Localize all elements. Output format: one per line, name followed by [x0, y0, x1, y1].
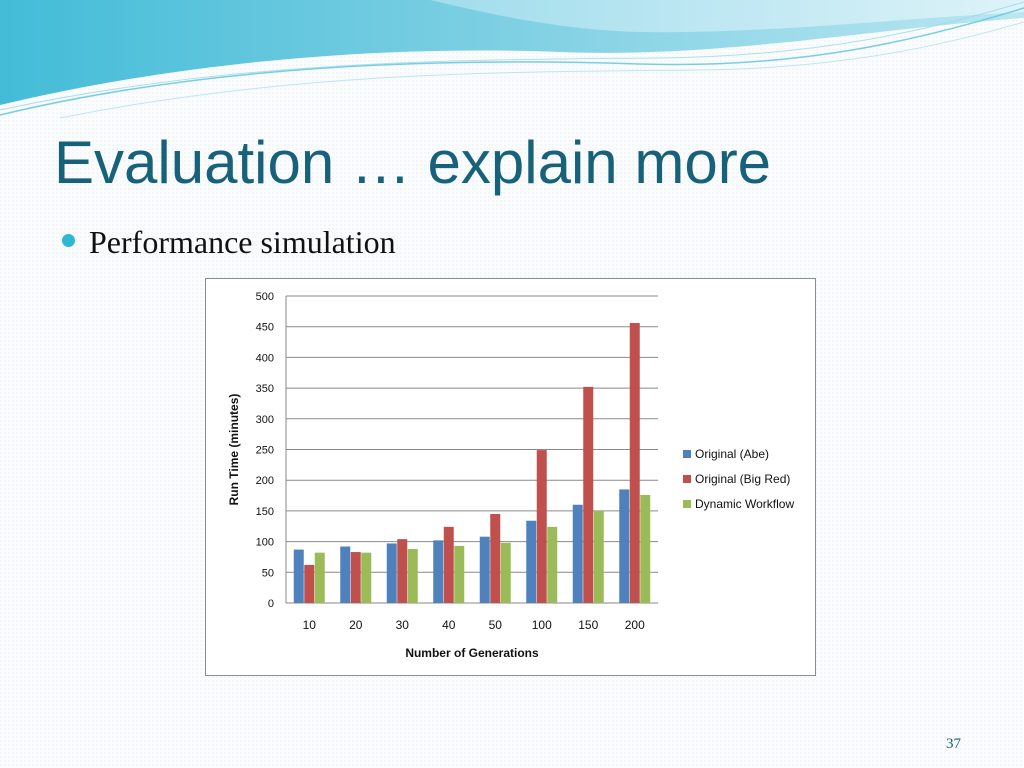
bar-original-abe-200: [619, 489, 630, 603]
bar-original-abe-30: [386, 543, 397, 603]
chart-frame: 0 50 100 150 200 250 300 350 400 450 500 10 20 30 40 50…: [205, 278, 816, 676]
bar-original-big-red-10: [304, 564, 315, 603]
bar-original-abe-40: [433, 540, 444, 603]
bar-original-big-red-100: [536, 450, 547, 603]
bullet-item: Performance simulation: [62, 224, 396, 261]
x-tick-label: 20: [349, 618, 363, 632]
x-tick-label: 50: [489, 618, 503, 632]
bar-original-abe-20: [340, 546, 351, 603]
bar-dynamic-workflow-20: [361, 552, 372, 603]
bar-dynamic-workflow-100: [547, 526, 558, 603]
legend-swatch: [683, 450, 691, 458]
y-tick-label: 50: [262, 567, 274, 579]
bar-original-big-red-150: [583, 386, 594, 603]
bar-original-abe-150: [572, 504, 583, 603]
bar-dynamic-workflow-200: [640, 494, 651, 603]
x-tick-label: 100: [532, 618, 552, 632]
y-tick-label: 250: [256, 445, 274, 457]
bar-original-big-red-30: [397, 539, 408, 603]
wave-banner: [0, 0, 1024, 119]
y-tick-label: 300: [256, 414, 274, 426]
x-tick-label: 150: [578, 618, 598, 632]
legend-swatch: [683, 500, 691, 508]
bar-dynamic-workflow-150: [593, 510, 604, 603]
x-tick-label: 40: [442, 618, 456, 632]
x-axis-title: Number of Generations: [405, 646, 539, 660]
bar-original-abe-10: [293, 549, 304, 603]
x-tick-label: 30: [396, 618, 410, 632]
y-tick-label: 450: [256, 322, 274, 334]
y-tick-label: 200: [256, 475, 274, 487]
y-tick-label: 500: [256, 291, 274, 303]
bar-dynamic-workflow-40: [454, 545, 465, 603]
slide-number: 37: [946, 736, 961, 752]
bullet-icon: [62, 234, 75, 247]
slide-title: Evaluation … explain more: [54, 129, 772, 196]
bullet-text: Performance simulation: [89, 224, 396, 260]
x-tick-label: 200: [625, 618, 645, 632]
y-tick-label: 400: [256, 352, 274, 364]
bar-original-big-red-200: [629, 323, 640, 603]
legend-label: Original (Big Red): [695, 472, 790, 486]
legend-swatch: [683, 475, 691, 483]
bar-chart: 0 50 100 150 200 250 300 350 400 450 500 10 20 30 40 50…: [227, 291, 794, 660]
bar-original-abe-100: [526, 520, 537, 603]
y-axis-title: Run Time (minutes): [227, 394, 241, 506]
y-tick-label: 0: [268, 598, 274, 610]
x-tick-label: 10: [303, 618, 317, 632]
y-tick-label: 150: [256, 506, 274, 518]
y-tick-label: 350: [256, 383, 274, 395]
legend-label: Original (Abe): [695, 447, 769, 461]
y-tick-label: 100: [256, 537, 274, 549]
bar-dynamic-workflow-50: [500, 542, 511, 603]
legend-label: Dynamic Workflow: [695, 497, 794, 511]
bar-original-big-red-50: [490, 513, 501, 603]
bar-original-big-red-20: [350, 552, 361, 603]
bar-original-abe-50: [479, 536, 490, 603]
bar-original-big-red-40: [443, 526, 454, 603]
bar-dynamic-workflow-30: [407, 548, 418, 603]
bar-dynamic-workflow-10: [314, 552, 325, 603]
